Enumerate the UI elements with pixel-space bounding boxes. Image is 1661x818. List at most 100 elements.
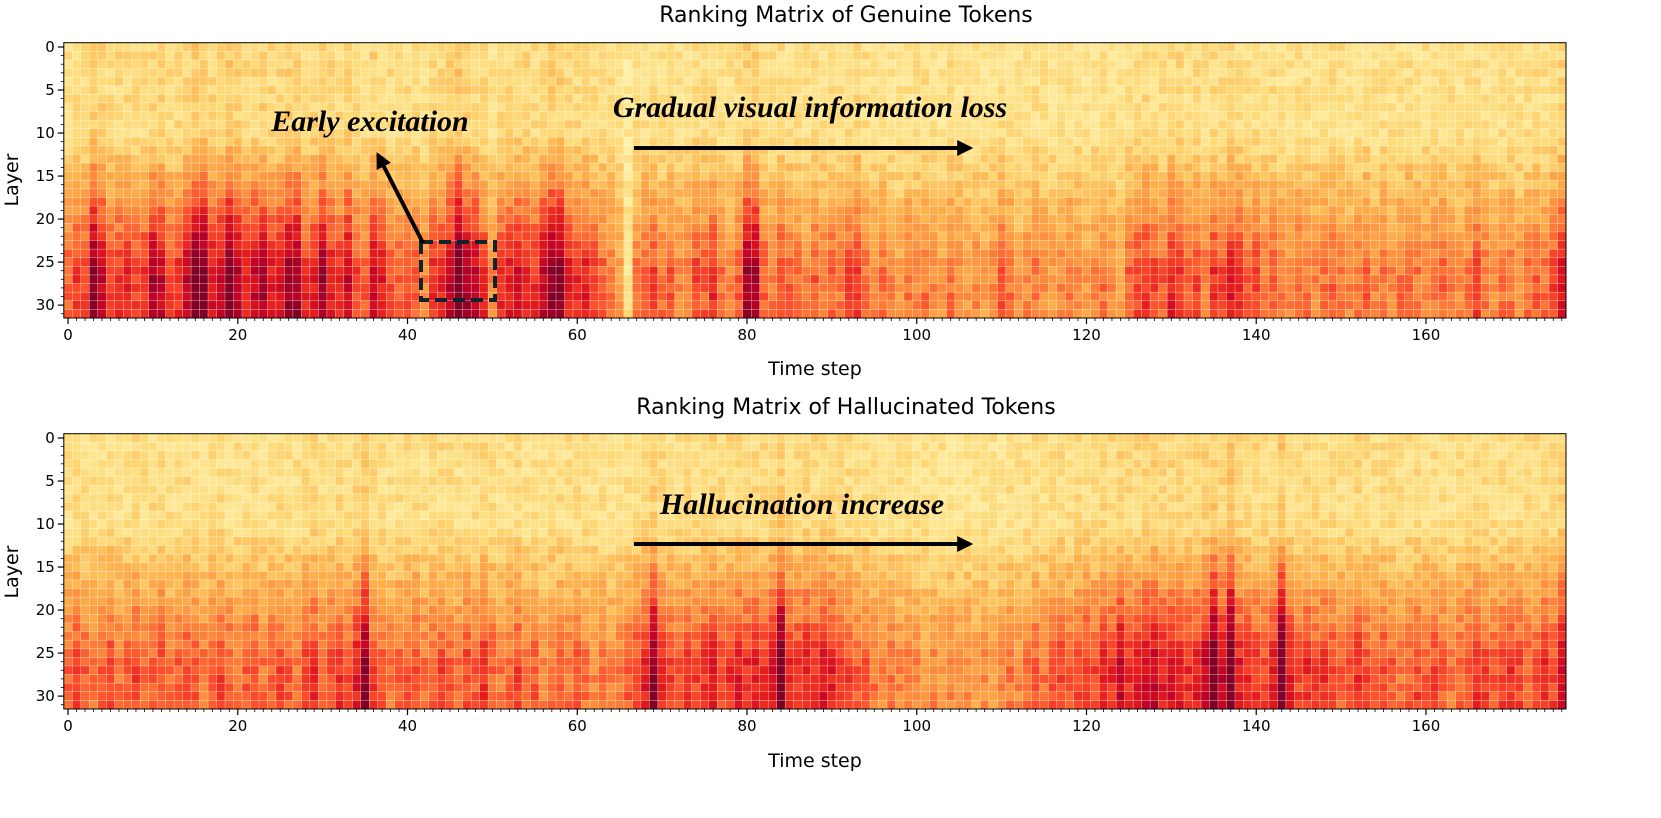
heatmap-cell bbox=[725, 188, 735, 198]
heatmap-cell bbox=[1031, 248, 1041, 259]
heatmap-cell bbox=[1243, 171, 1253, 181]
heatmap-cell bbox=[114, 283, 124, 293]
heatmap-cell bbox=[1379, 223, 1389, 233]
heatmap-cell bbox=[640, 171, 650, 181]
heatmap-cell bbox=[683, 223, 693, 233]
heatmap-cell bbox=[513, 266, 523, 276]
heatmap-cell bbox=[377, 145, 387, 155]
heatmap-cell bbox=[148, 68, 158, 78]
heatmap-cell bbox=[801, 248, 811, 259]
heatmap-cell bbox=[547, 188, 557, 198]
heatmap-cell bbox=[929, 240, 939, 250]
heatmap-cell bbox=[72, 162, 82, 172]
heatmap-cell bbox=[776, 68, 786, 78]
heatmap-cell bbox=[131, 154, 141, 164]
heatmap-cell bbox=[343, 205, 353, 216]
heatmap-cell bbox=[207, 59, 217, 69]
heatmap-cell bbox=[657, 128, 667, 138]
heatmap-cell bbox=[742, 309, 752, 319]
heatmap-cell bbox=[1149, 154, 1159, 164]
heatmap-cell bbox=[403, 145, 413, 155]
heatmap-cell bbox=[267, 266, 277, 276]
heatmap-cell bbox=[326, 240, 336, 250]
heatmap-cell bbox=[674, 68, 684, 78]
heatmap-cell bbox=[886, 223, 896, 233]
heatmap-cell bbox=[156, 205, 166, 216]
heatmap-cell bbox=[632, 231, 642, 241]
heatmap-cell bbox=[971, 231, 981, 241]
heatmap-cell bbox=[1336, 180, 1346, 190]
heatmap-cell bbox=[1048, 42, 1058, 52]
heatmap-cell bbox=[1345, 42, 1355, 52]
heatmap-cell bbox=[1166, 266, 1176, 276]
heatmap-cell bbox=[963, 76, 973, 86]
heatmap-cell bbox=[122, 266, 132, 276]
heatmap-cell bbox=[1115, 111, 1125, 121]
heatmap-cell bbox=[861, 154, 871, 164]
heatmap-cell bbox=[954, 309, 964, 319]
heatmap-cell bbox=[1328, 180, 1338, 190]
heatmap-cell bbox=[1065, 171, 1075, 181]
heatmap-cell bbox=[1285, 42, 1295, 52]
heatmap-cell bbox=[521, 85, 531, 95]
heatmap-cell bbox=[1175, 257, 1185, 267]
heatmap-cell bbox=[1353, 42, 1363, 52]
heatmap-cell bbox=[708, 51, 718, 61]
heatmap-cell bbox=[513, 300, 523, 310]
heatmap-cell bbox=[436, 197, 446, 207]
heatmap-cell bbox=[1081, 257, 1091, 267]
heatmap-cell bbox=[190, 283, 200, 293]
heatmap-cell bbox=[105, 137, 115, 147]
heatmap-cell bbox=[717, 76, 727, 86]
heatmap-cell bbox=[1166, 76, 1176, 86]
heatmap-cell bbox=[1362, 283, 1372, 293]
heatmap-cell bbox=[453, 51, 463, 61]
heatmap-cell bbox=[343, 257, 353, 267]
heatmap-cell bbox=[233, 111, 243, 121]
heatmap-cell bbox=[861, 309, 871, 319]
heatmap-cell bbox=[1132, 291, 1142, 302]
heatmap-cell bbox=[1192, 119, 1202, 129]
heatmap-cell bbox=[1166, 205, 1176, 216]
heatmap-cell bbox=[852, 205, 862, 216]
heatmap-cell bbox=[564, 171, 574, 181]
heatmap-cell bbox=[139, 42, 149, 52]
heatmap-cell bbox=[292, 205, 302, 216]
heatmap-cell bbox=[216, 291, 226, 302]
heatmap-cell bbox=[869, 266, 879, 276]
heatmap-cell bbox=[1336, 137, 1346, 147]
heatmap-cell bbox=[1345, 291, 1355, 302]
heatmap-cell bbox=[920, 223, 930, 233]
heatmap-cell bbox=[1345, 300, 1355, 310]
heatmap-cell bbox=[1065, 102, 1075, 112]
heatmap-cell bbox=[971, 309, 981, 319]
heatmap-cell bbox=[1345, 137, 1355, 147]
heatmap-cell bbox=[751, 283, 760, 293]
heatmap-cell bbox=[1175, 300, 1185, 310]
heatmap-cell bbox=[513, 171, 523, 181]
heatmap-cell bbox=[801, 180, 811, 190]
heatmap-cell bbox=[767, 162, 777, 172]
heatmap-cell bbox=[1039, 240, 1049, 250]
heatmap-cell bbox=[640, 137, 650, 147]
heatmap-cell bbox=[920, 248, 930, 259]
heatmap-cell bbox=[844, 231, 854, 241]
heatmap-cell bbox=[1217, 300, 1227, 310]
heatmap-cell bbox=[131, 197, 141, 207]
heatmap-cell bbox=[751, 266, 760, 276]
heatmap-cell bbox=[1268, 231, 1278, 241]
heatmap-cell bbox=[1124, 291, 1134, 302]
heatmap-cell bbox=[445, 223, 455, 233]
heatmap-cell bbox=[1285, 128, 1295, 138]
heatmap-cell bbox=[1285, 145, 1295, 155]
heatmap-cell bbox=[1022, 154, 1032, 164]
heatmap-cell bbox=[1209, 137, 1219, 147]
heatmap-cell bbox=[207, 94, 217, 104]
heatmap-cell bbox=[1345, 51, 1355, 61]
heatmap-cell bbox=[1081, 145, 1091, 155]
heatmap-cell bbox=[436, 231, 446, 241]
heatmap-cell bbox=[122, 51, 132, 61]
heatmap-cell bbox=[114, 171, 124, 181]
heatmap-cell bbox=[835, 283, 845, 293]
heatmap-cell bbox=[1132, 137, 1142, 147]
